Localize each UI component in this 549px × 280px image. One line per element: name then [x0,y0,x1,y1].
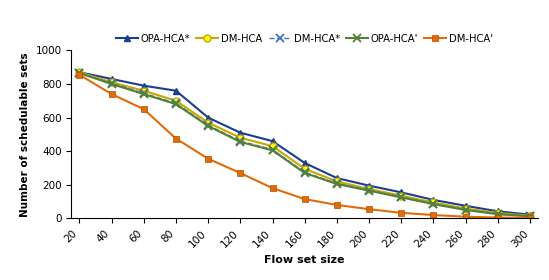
OPA-HCA' [269,149,276,152]
DM-HCA* [398,195,405,199]
DM-HCA* [141,92,147,95]
OPA-HCA* [173,89,180,92]
DM-HCA [366,187,372,191]
OPA-HCA* [237,131,244,134]
OPA-HCA* [430,198,436,202]
DM-HCA' [108,92,115,96]
DM-HCA [495,211,501,215]
DM-HCA' [495,216,501,219]
DM-HCA' [76,73,83,76]
Line: DM-HCA*: DM-HCA* [75,69,534,220]
OPA-HCA* [334,176,340,180]
OPA-HCA* [76,71,83,74]
DM-HCA* [462,208,469,211]
DM-HCA [301,167,308,171]
DM-HCA [237,136,244,139]
OPA-HCA* [462,204,469,207]
DM-HCA* [366,188,372,192]
Line: DM-HCA': DM-HCA' [76,71,534,221]
DM-HCA* [430,202,436,205]
DM-HCA* [334,182,340,185]
OPA-HCA* [108,77,115,81]
DM-HCA' [430,213,436,217]
Line: DM-HCA: DM-HCA [76,69,534,219]
OPA-HCA* [398,191,405,194]
DM-HCA* [269,148,276,151]
OPA-HCA* [269,139,276,143]
Line: OPA-HCA': OPA-HCA' [75,69,534,221]
DM-HCA [334,180,340,183]
OPA-HCA' [430,202,436,206]
OPA-HCA' [495,213,501,216]
OPA-HCA' [398,196,405,199]
OPA-HCA' [141,92,147,96]
DM-HCA [173,99,180,102]
DM-HCA* [108,81,115,85]
OPA-HCA* [495,210,501,213]
DM-HCA* [495,212,501,216]
DM-HCA [141,89,147,92]
DM-HCA' [398,211,405,214]
DM-HCA [269,144,276,148]
DM-HCA' [237,171,244,175]
DM-HCA' [269,186,276,190]
DM-HCA* [173,102,180,105]
DM-HCA* [237,139,244,143]
Line: OPA-HCA*: OPA-HCA* [76,69,534,218]
DM-HCA* [76,71,83,75]
OPA-HCA' [462,208,469,212]
DM-HCA [205,121,211,124]
DM-HCA* [526,214,533,218]
DM-HCA [430,201,436,204]
DM-HCA' [173,137,180,140]
DM-HCA [398,194,405,197]
OPA-HCA' [173,102,180,106]
OPA-HCA* [205,116,211,119]
OPA-HCA' [237,140,244,144]
Y-axis label: Number of schedulable sets: Number of schedulable sets [20,52,30,217]
DM-HCA' [366,207,372,211]
DM-HCA [108,81,115,84]
OPA-HCA* [301,161,308,165]
X-axis label: Flow set size: Flow set size [265,255,345,265]
DM-HCA' [334,203,340,207]
OPA-HCA' [301,171,308,175]
OPA-HCA' [108,82,115,86]
DM-HCA [526,214,533,217]
DM-HCA [76,71,83,74]
OPA-HCA' [205,124,211,128]
DM-HCA' [526,216,533,220]
DM-HCA* [205,123,211,127]
DM-HCA' [301,197,308,201]
DM-HCA' [205,157,211,160]
OPA-HCA' [366,189,372,192]
OPA-HCA* [141,84,147,87]
OPA-HCA' [526,215,533,218]
DM-HCA' [141,108,147,111]
OPA-HCA' [334,182,340,186]
DM-HCA [462,207,469,210]
OPA-HCA' [76,71,83,75]
DM-HCA* [301,171,308,174]
OPA-HCA* [526,213,533,216]
DM-HCA' [462,215,469,218]
OPA-HCA* [366,184,372,187]
Legend: OPA-HCA*, DM-HCA, DM-HCA*, OPA-HCA', DM-HCA': OPA-HCA*, DM-HCA, DM-HCA*, OPA-HCA', DM-… [116,34,494,44]
